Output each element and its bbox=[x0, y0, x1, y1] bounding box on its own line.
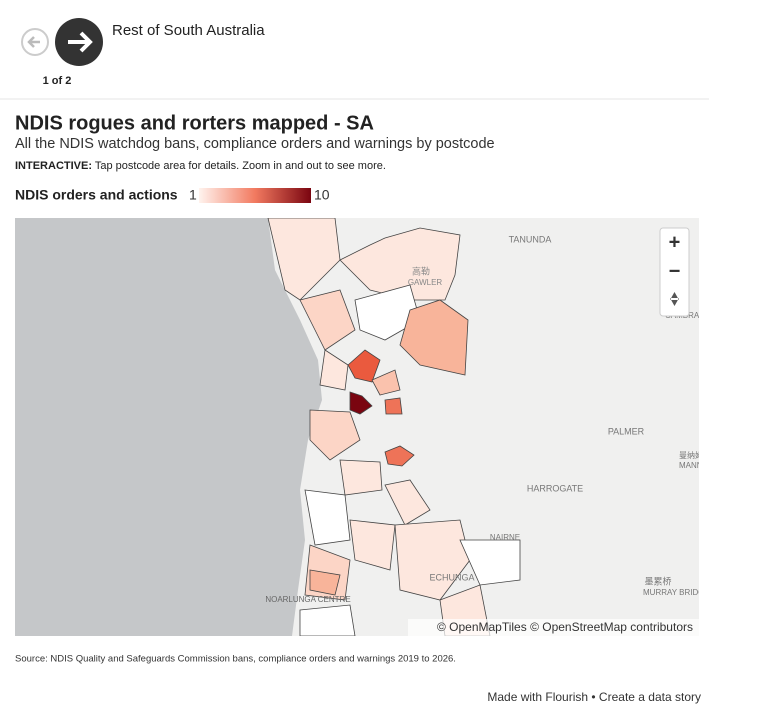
legend-max: 10 bbox=[314, 187, 330, 203]
legend-gradient bbox=[199, 188, 311, 203]
next-arrow bbox=[68, 31, 93, 53]
note-lead: INTERACTIVE: bbox=[15, 160, 92, 172]
postcode[interactable] bbox=[309, 409, 361, 461]
note-text: Tap postcode area for details. Zoom in a… bbox=[95, 160, 386, 172]
place-label: 曼纳姆 bbox=[679, 450, 703, 460]
back-arrow bbox=[27, 36, 40, 48]
attribution-bg bbox=[408, 619, 699, 636]
place-label: PALMER bbox=[608, 426, 645, 436]
postcode[interactable] bbox=[299, 604, 356, 636]
postcode[interactable] bbox=[319, 349, 349, 391]
postcode[interactable] bbox=[354, 284, 421, 341]
place-label: 高勒 bbox=[412, 265, 430, 276]
place-label: MURRAY BRIDGE bbox=[643, 588, 710, 597]
postcode[interactable] bbox=[384, 479, 431, 526]
postcode[interactable] bbox=[384, 445, 415, 467]
postcodes bbox=[267, 218, 521, 636]
zoom-controls bbox=[659, 227, 690, 317]
postcode[interactable] bbox=[299, 289, 356, 351]
postcode[interactable] bbox=[399, 299, 469, 376]
postcode[interactable] bbox=[394, 519, 471, 601]
subtitle: All the NDIS watchdog bans, compliance o… bbox=[15, 136, 495, 152]
place-label: MANNUM bbox=[679, 461, 715, 470]
place-label: NAIRNE bbox=[490, 533, 520, 542]
postcode[interactable] bbox=[384, 397, 403, 415]
postcode[interactable] bbox=[267, 218, 341, 301]
place-label: NOARLUNGA CENTRE bbox=[265, 595, 350, 604]
postcode[interactable] bbox=[309, 569, 341, 596]
place-label: TANUNDA bbox=[509, 234, 552, 244]
nav-title: Rest of South Australia bbox=[112, 22, 265, 39]
compass[interactable] bbox=[670, 292, 679, 306]
zoom-out[interactable]: − bbox=[669, 260, 681, 282]
postcode[interactable] bbox=[339, 459, 383, 496]
nav-counter: 1 of 2 bbox=[43, 75, 72, 87]
note: INTERACTIVE: Tap postcode area for detai… bbox=[15, 160, 386, 172]
zoom-in[interactable]: + bbox=[669, 231, 681, 253]
postcode[interactable] bbox=[459, 539, 521, 586]
map[interactable]: TANUNDA 高勒 GAWLER PALMER HARROGATE NAIRN… bbox=[15, 218, 715, 636]
made-with[interactable]: Made with Flourish • Create a data story bbox=[487, 690, 701, 704]
place-label: GAWLER bbox=[408, 278, 443, 287]
source: Source: NDIS Quality and Safeguards Comm… bbox=[15, 654, 456, 665]
place-label: ECHUNGA bbox=[429, 572, 474, 582]
title: NDIS rogues and rorters mapped - SA bbox=[15, 112, 374, 134]
legend-min: 1 bbox=[189, 187, 197, 203]
place-label: HARROGATE bbox=[527, 483, 583, 493]
postcode[interactable] bbox=[371, 369, 401, 396]
attribution: © OpenMapTiles © OpenStreetMap contribut… bbox=[437, 620, 693, 634]
place-label: 墨累桥 bbox=[644, 575, 671, 586]
postcode[interactable] bbox=[349, 391, 373, 415]
postcode[interactable] bbox=[304, 489, 351, 546]
postcode[interactable] bbox=[347, 349, 381, 383]
sea bbox=[15, 218, 322, 636]
legend-title: NDIS orders and actions bbox=[15, 187, 178, 203]
postcode[interactable] bbox=[349, 519, 396, 571]
